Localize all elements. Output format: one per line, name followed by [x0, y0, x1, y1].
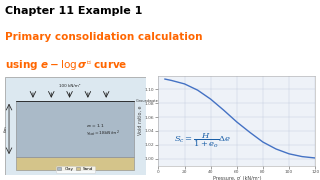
- Text: using $\bfit{e} - \log\sigma'$ curve: using $\bfit{e} - \log\sigma'$ curve: [5, 59, 127, 73]
- Text: Groundwater table: Groundwater table: [136, 99, 169, 103]
- X-axis label: Pressure, σ′ (kN/m²): Pressure, σ′ (kN/m²): [212, 176, 261, 180]
- Y-axis label: Void ratio, e: Void ratio, e: [138, 106, 142, 135]
- Bar: [16, 157, 134, 170]
- Text: 6m: 6m: [4, 125, 7, 132]
- Text: $\gamma_{sat}=18kN/m^2$: $\gamma_{sat}=18kN/m^2$: [86, 129, 120, 139]
- Text: Chapter 11 Example 1: Chapter 11 Example 1: [5, 6, 142, 16]
- Bar: [16, 101, 134, 157]
- Text: Primary consolidation calculation: Primary consolidation calculation: [5, 32, 202, 42]
- Text: $S_c = \dfrac{H}{1+e_o}\Delta e$: $S_c = \dfrac{H}{1+e_o}\Delta e$: [174, 131, 231, 150]
- Text: 100 kN/m²: 100 kN/m²: [59, 84, 80, 88]
- Text: $e_o = 1.1$: $e_o = 1.1$: [86, 122, 105, 130]
- Legend: Clay, Sand: Clay, Sand: [56, 166, 95, 172]
